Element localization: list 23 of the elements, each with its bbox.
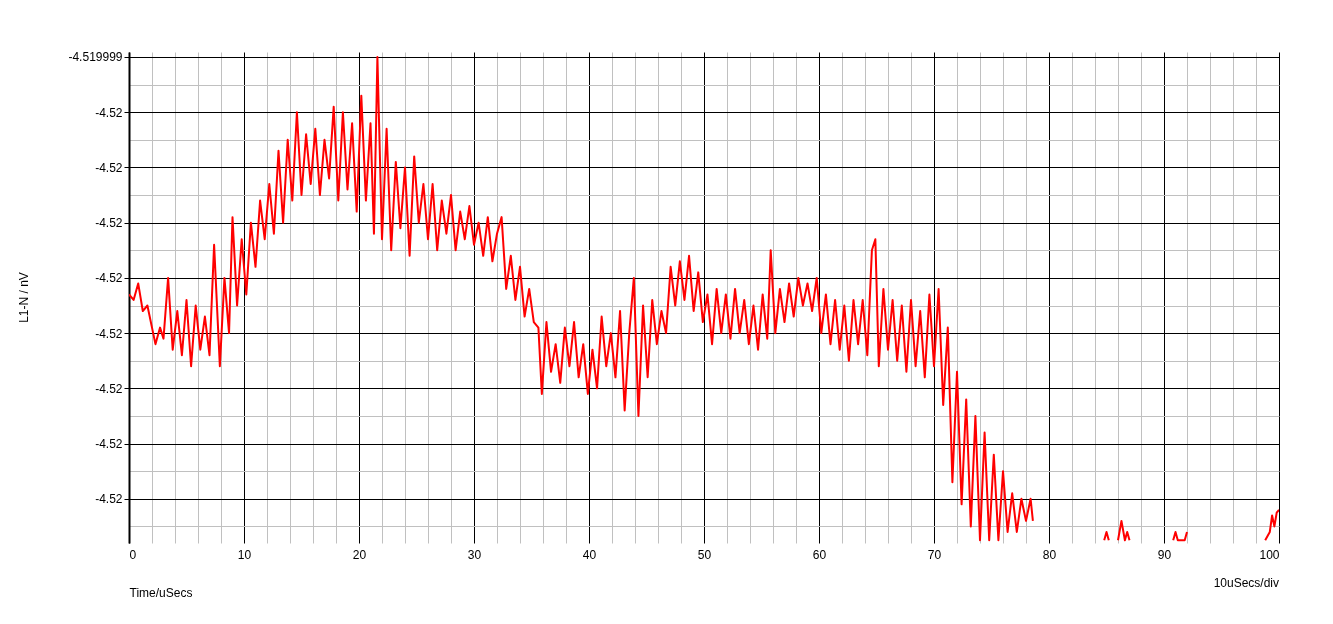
x-tick-label: 100 — [1259, 547, 1280, 562]
x-tick-label: 90 — [1157, 547, 1172, 562]
y-tick-label: -4.52 — [95, 326, 123, 341]
y-tick-label: -4.52 — [95, 437, 123, 452]
x-tick-label: 30 — [467, 547, 482, 562]
x-tick-label: 20 — [352, 547, 367, 562]
x-tick-label: 70 — [927, 547, 942, 562]
y-tick-label: -4.52 — [95, 105, 123, 120]
y-tick-label: -4.52 — [95, 271, 123, 286]
y-tick-label: -4.52 — [95, 160, 123, 175]
y-tick-label: -4.519999 — [68, 50, 123, 65]
y-axis-title: L1-N / nV — [16, 272, 31, 323]
x-tick-label: 40 — [582, 547, 597, 562]
x-axis-title: Time/uSecs — [129, 585, 193, 600]
text: 10uSecs/div — [1213, 576, 1279, 590]
x-tick-label: 10 — [237, 547, 252, 562]
y-tick-label: -4.52 — [95, 216, 123, 231]
y-tick-label: -4.52 — [95, 492, 123, 507]
x-tick-label: 60 — [812, 547, 827, 562]
x-tick-label: 0 — [129, 547, 137, 562]
x-tick-label: 80 — [1042, 547, 1057, 562]
x-tick-label: 50 — [697, 547, 712, 562]
y-tick-label: -4.52 — [95, 381, 123, 396]
